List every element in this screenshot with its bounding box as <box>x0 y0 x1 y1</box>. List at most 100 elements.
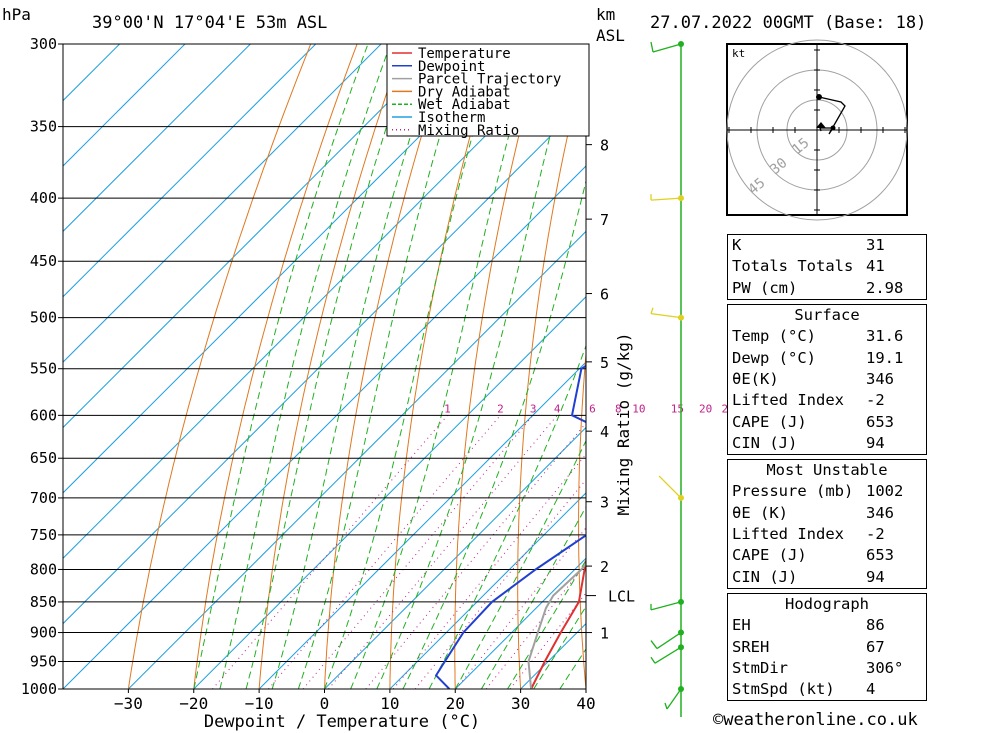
temperature-tick-label: 10 <box>380 694 399 713</box>
most-unstable-index-value: -2 <box>866 525 885 544</box>
surface-index-label: θE(K) <box>732 370 779 389</box>
isotherm-line <box>63 44 317 298</box>
wind-barb-flag <box>650 640 658 649</box>
hodograph-index-label: EH <box>732 616 751 635</box>
pressure-tick-label: 800 <box>30 560 57 578</box>
mixing-ratio-label: 8 <box>615 402 622 415</box>
km-axis: 1 2 3 4 5 6 7 8 LCL <box>586 137 635 643</box>
wind-barb-staff <box>656 632 682 650</box>
km-tick-label: 4 <box>600 423 609 441</box>
surface-index-label: CIN (J) <box>732 433 798 452</box>
km-tick-label: 2 <box>600 558 609 576</box>
hodograph-index-row: SREH 67 <box>728 637 927 658</box>
wind-barb-staff <box>662 479 682 499</box>
mixing-ratio-line <box>302 414 534 689</box>
general-index-row: PW (cm) 2.98 <box>728 278 927 300</box>
pressure-tick-label: 900 <box>30 624 57 642</box>
isotherm-line <box>324 426 586 689</box>
wet-adiabat-line <box>533 605 586 689</box>
general-indices-table: K 31 Totals Totals 41 PW (cm) 2.98 <box>727 234 927 300</box>
temperature-tick-label: 20 <box>446 694 465 713</box>
isotherm-line <box>63 165 586 689</box>
wet-adiabat-line <box>507 559 586 689</box>
mixing-ratio-line <box>455 527 586 689</box>
surface-index-value: 19.1 <box>866 348 904 367</box>
most-unstable-index-row: CIN (J) 94 <box>728 566 927 588</box>
hodograph-unit: kt <box>732 47 745 60</box>
mixing-ratio-label: 3 <box>530 402 537 415</box>
isobars <box>63 43 586 690</box>
pressure-tick-label: 850 <box>30 593 57 611</box>
dry-adiabat-line <box>638 44 682 689</box>
wet-adiabat-line <box>324 44 500 689</box>
most-unstable-index-row: Pressure (mb) 1002 <box>728 481 927 502</box>
mixing-ratio-label: 10 <box>632 402 645 415</box>
legend-isotherm-label: Isotherm <box>418 110 485 126</box>
general-index-label: PW (cm) <box>732 278 798 297</box>
most-unstable-index-value: 1002 <box>866 482 904 501</box>
wet-adiabat-line <box>454 439 586 689</box>
mixing-ratio-label: 1 <box>444 402 451 415</box>
mixing-ratio-line <box>365 422 586 689</box>
pressure-tick-label: 350 <box>30 118 57 136</box>
most-unstable-index-row: Lifted Index -2 <box>728 524 927 545</box>
general-index-label: K <box>732 236 742 255</box>
hodograph-indices-table: Hodograph EH 86 SREH 67 StmDir 306° StmSpd (kt… <box>727 593 927 702</box>
storm-motion-marker <box>816 122 826 128</box>
most-unstable-index-label: CIN (J) <box>732 567 798 586</box>
most-unstable-index-label: CAPE (J) <box>732 546 807 565</box>
isotherm-line <box>63 44 447 429</box>
wet-adiabat-line <box>297 44 469 689</box>
wind-barb-staff <box>650 313 682 319</box>
wind-barb-flag <box>664 702 668 710</box>
surface-index-row: Temp (°C) 31.6 <box>728 326 927 347</box>
general-index-value: 41 <box>866 257 885 276</box>
km-tick-label: 3 <box>600 494 609 512</box>
isotherm-line <box>454 557 586 689</box>
asl-label: ASL <box>596 26 625 45</box>
most-unstable-index-row: θE (K) 346 <box>728 503 927 524</box>
most-unstable-index-label: Lifted Index <box>732 525 844 544</box>
wind-barbs <box>650 41 684 717</box>
surface-index-value: -2 <box>866 391 885 410</box>
wind-barb-flag <box>650 41 654 53</box>
most-unstable-index-value: 346 <box>866 503 894 522</box>
legend-wet-adiabat-label: Wet Adiabat <box>418 97 511 113</box>
general-index-label: Totals Totals <box>732 257 854 276</box>
dry-adiabat-line <box>324 44 451 689</box>
wind-barb-staff <box>654 646 682 664</box>
location-title: 39°00'N 17°04'E 53m ASL <box>92 13 327 33</box>
dry-adiabat-line <box>695 44 728 689</box>
temperature-line <box>530 556 586 689</box>
general-index-value: 2.98 <box>866 278 904 297</box>
mixing-ratio-label: 4 <box>554 402 561 415</box>
pressure-tick-label: 950 <box>30 653 57 671</box>
mixing-ratio-labels: 12346810152025 <box>444 402 735 415</box>
dry-adiabat-line <box>454 44 543 689</box>
dry-adiabat-line <box>957 44 1000 689</box>
temperature-tick-label: −20 <box>179 694 208 713</box>
surface-index-row: Lifted Index -2 <box>728 390 927 411</box>
surface-index-label: CAPE (J) <box>732 412 807 431</box>
wind-barb-staff <box>666 688 682 710</box>
km-tick-label: 7 <box>600 211 609 229</box>
wind-barb-flag <box>658 475 664 481</box>
profile-series <box>434 364 586 689</box>
wet-adiabat-line <box>193 44 369 689</box>
surface-index-row: CIN (J) 94 <box>728 433 927 455</box>
pressure-tick-label: 650 <box>30 449 57 467</box>
pressure-tick-label: 1000 <box>21 680 57 698</box>
km-tick-label: 8 <box>600 137 609 155</box>
isotherm-line <box>63 44 120 102</box>
isotherm-line <box>63 44 513 494</box>
hodograph-index-label: StmSpd (kt) <box>732 680 835 699</box>
isotherm-line <box>63 99 586 625</box>
surface-index-label: Dewp (°C) <box>732 348 816 367</box>
lcl-label: LCL <box>608 588 635 606</box>
mixing-ratio-line <box>212 414 448 689</box>
isotherm-line <box>258 361 586 689</box>
hodograph-index-label: StmDir <box>732 659 788 678</box>
wind-barb-staff <box>650 197 682 201</box>
